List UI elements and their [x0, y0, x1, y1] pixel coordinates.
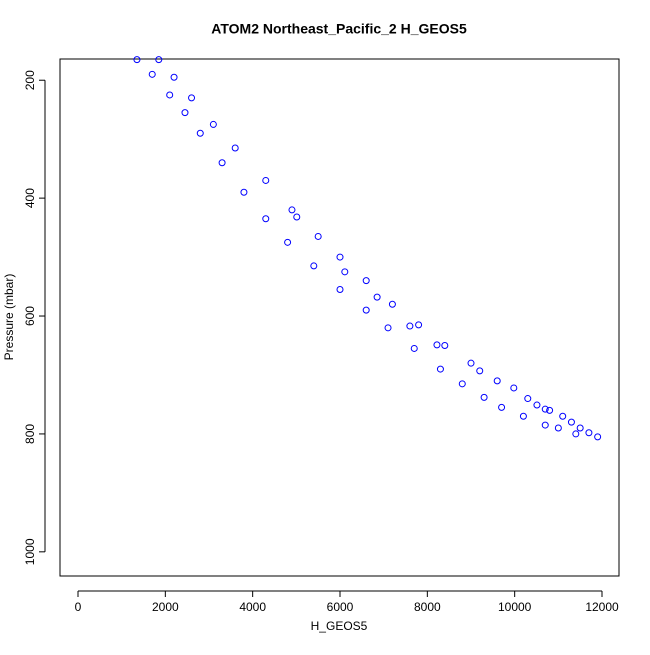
- y-tick-label: 600: [23, 306, 37, 326]
- point: [218, 159, 226, 167]
- point: [594, 433, 602, 441]
- y-tick-label: 800: [23, 424, 37, 444]
- point: [362, 306, 370, 314]
- point: [284, 238, 292, 246]
- point: [341, 268, 349, 276]
- x-tick-label: 2000: [152, 600, 179, 614]
- point: [362, 277, 370, 285]
- point: [181, 109, 189, 117]
- point: [155, 56, 163, 64]
- point: [510, 384, 518, 392]
- plot-frame: [59, 58, 620, 577]
- point: [170, 73, 178, 81]
- point: [572, 430, 580, 438]
- point: [288, 206, 296, 214]
- point: [240, 188, 248, 196]
- point: [133, 56, 141, 64]
- point: [373, 293, 381, 301]
- point: [415, 321, 423, 329]
- point: [467, 359, 475, 367]
- x-tick-label: 0: [75, 600, 82, 614]
- point: [436, 365, 444, 373]
- point: [188, 94, 196, 102]
- point: [262, 176, 270, 184]
- point: [433, 341, 441, 349]
- point: [493, 377, 501, 385]
- chart-title: ATOM2 Northeast_Pacific_2 H_GEOS5: [211, 21, 467, 37]
- point: [410, 344, 418, 352]
- point: [559, 412, 567, 420]
- point: [524, 395, 532, 403]
- point: [209, 120, 217, 128]
- point: [519, 412, 527, 420]
- x-tick-label: 6000: [327, 600, 354, 614]
- point: [576, 424, 584, 432]
- point: [314, 232, 322, 240]
- point: [293, 213, 301, 221]
- point: [406, 322, 414, 330]
- point: [533, 401, 541, 409]
- point: [541, 405, 549, 413]
- point: [196, 129, 204, 137]
- point: [388, 300, 396, 308]
- x-axis-label: H_GEOS5: [311, 619, 368, 633]
- point: [262, 215, 270, 223]
- x-tick-label: 4000: [239, 600, 266, 614]
- point: [310, 262, 318, 270]
- x-tick-label: 10000: [498, 600, 532, 614]
- point: [541, 421, 549, 429]
- y-tick-label: 400: [23, 188, 37, 208]
- point: [585, 429, 593, 437]
- point: [231, 144, 239, 152]
- point: [336, 253, 344, 261]
- x-tick-label: 8000: [414, 600, 441, 614]
- point: [458, 380, 466, 388]
- point: [166, 91, 174, 99]
- point: [476, 367, 484, 375]
- x-tick-label: 12000: [585, 600, 619, 614]
- point: [148, 70, 156, 78]
- point: [480, 393, 488, 401]
- y-tick-label: 200: [23, 70, 37, 90]
- point: [384, 324, 392, 332]
- point: [336, 285, 344, 293]
- point: [546, 406, 554, 414]
- point: [441, 342, 449, 350]
- y-tick-label: 1000: [23, 538, 37, 565]
- y-axis-label: Pressure (mbar): [2, 274, 16, 361]
- point: [567, 418, 575, 426]
- point: [554, 424, 562, 432]
- point: [498, 403, 506, 411]
